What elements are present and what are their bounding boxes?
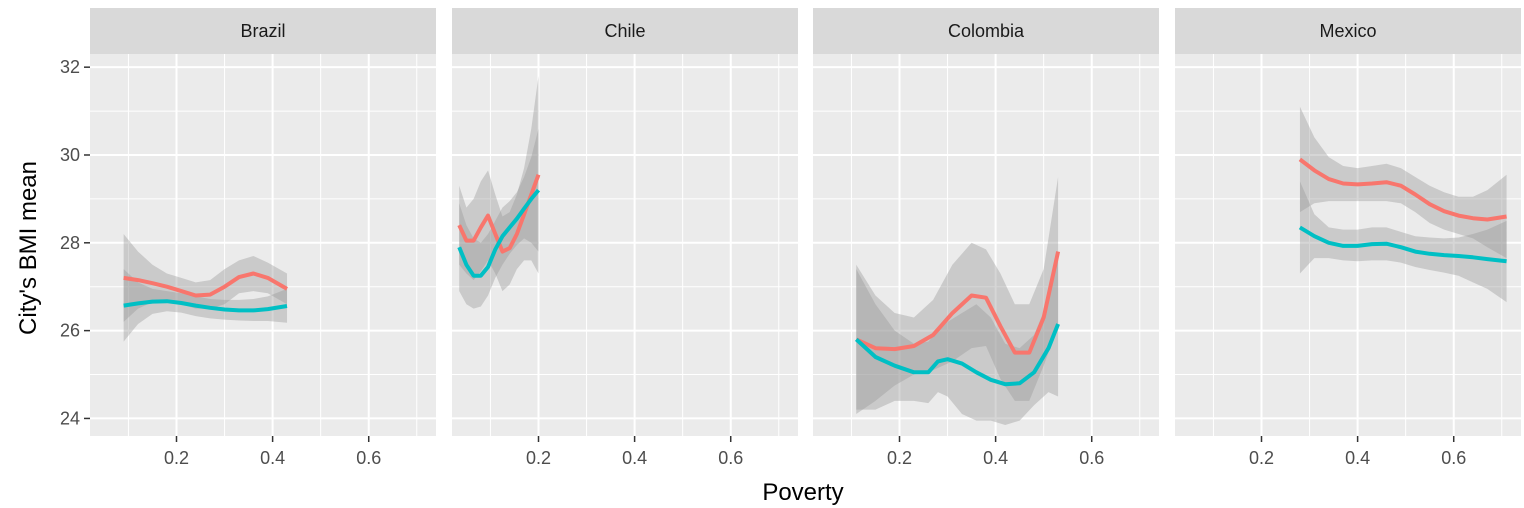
confidence-ribbon [1299, 106, 1507, 259]
x-tick-label: 0.4 [260, 448, 285, 468]
x-tick-label: 0.2 [887, 448, 912, 468]
strip-label: Brazil [240, 21, 285, 41]
confidence-ribbon [1299, 181, 1507, 303]
x-tick-label: 0.6 [718, 448, 743, 468]
x-tick-label: 0.2 [526, 448, 551, 468]
panel-chile: Chile 0.2 0.4 0.6 [452, 8, 798, 468]
y-tick-label: 28 [60, 233, 80, 253]
x-tick-label: 0.6 [356, 448, 381, 468]
x-tick-label: 0.4 [983, 448, 1008, 468]
strip-background [813, 8, 1159, 54]
smooth-line-series-1 [123, 271, 288, 298]
x-tick-label: 0.4 [622, 448, 647, 468]
strip-label: Colombia [948, 21, 1025, 41]
panel-mexico: Mexico 0.2 0.4 0.6 [1175, 8, 1521, 468]
strip-label: Mexico [1319, 21, 1376, 41]
confidence-ribbon [856, 176, 1059, 415]
panel-brazil: Brazil 0.2 0.4 0.6 [90, 8, 436, 468]
smooth-line-series-2 [457, 188, 541, 278]
y-tick-label: 30 [60, 145, 80, 165]
x-tick-label: 0.2 [164, 448, 189, 468]
x-tick-label: 0.6 [1079, 448, 1104, 468]
panels-layer: Brazil 0.2 0.4 0.6 Chile 0.2 0.4 0.6 Colombia 0.2… [90, 8, 1521, 468]
confidence-ribbon [459, 128, 539, 309]
smooth-line-series-1 [1298, 157, 1507, 222]
y-tick-label: 32 [60, 57, 80, 77]
plot-background [813, 54, 1159, 436]
confidence-ribbon [459, 75, 539, 292]
plot-background [90, 54, 436, 436]
y-axis: 24 26 28 30 32 [60, 57, 90, 428]
smooth-line-series-1 [855, 251, 1061, 355]
panel-colombia: Colombia 0.2 0.4 0.6 [813, 8, 1159, 468]
x-tick-label: 0.6 [1441, 448, 1466, 468]
y-tick-label: 24 [60, 408, 80, 428]
x-tick-label: 0.4 [1345, 448, 1370, 468]
strip-background [1175, 8, 1521, 54]
x-axis-title: Poverty [762, 479, 843, 506]
confidence-ribbon [856, 251, 1059, 426]
x-tick-label: 0.2 [1249, 448, 1274, 468]
smooth-line-series-2 [854, 323, 1060, 387]
smooth-line-series-2 [1298, 225, 1507, 264]
strip-background [90, 8, 436, 54]
strip-label: Chile [604, 21, 645, 41]
y-axis-title: City's BMI mean [15, 161, 42, 335]
y-tick-label: 26 [60, 321, 80, 341]
smooth-line-series-2 [123, 299, 288, 313]
strip-background [452, 8, 798, 54]
